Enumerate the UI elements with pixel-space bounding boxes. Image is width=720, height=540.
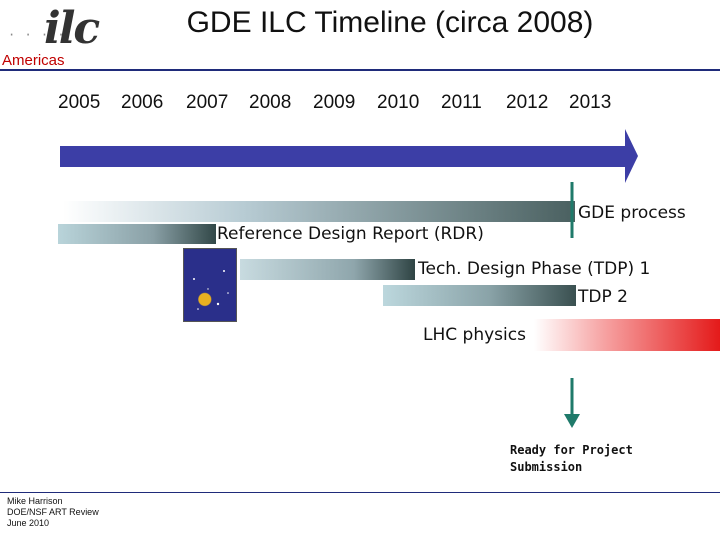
tdp1-label: Tech. Design Phase (TDP) 1 — [418, 259, 651, 279]
footer-divider — [0, 492, 720, 493]
rdr-label: Reference Design Report (RDR) — [217, 224, 484, 244]
lhc-physics-bar — [420, 319, 720, 351]
milestone-label-line2: Submission — [510, 460, 583, 474]
ilc-logo: ilc — [44, 3, 100, 54]
milestone-label-line1: Ready for Project — [510, 443, 633, 457]
year-label: 2008 — [249, 92, 292, 113]
star-field-icon — [193, 270, 229, 310]
footer-author: Mike Harrison — [7, 496, 63, 506]
year-label: 2010 — [377, 92, 420, 113]
footer-credits: Mike Harrison DOE/NSF ART Review June 20… — [7, 496, 99, 529]
year-label: 2006 — [121, 92, 164, 113]
rdr-cover-image — [183, 248, 237, 322]
timeline-arrow — [60, 129, 638, 183]
year-label: 2011 — [441, 92, 482, 113]
footer-date: June 2010 — [7, 518, 50, 528]
lhc-physics-label: LHC physics — [423, 325, 526, 345]
footer-event: DOE/NSF ART Review — [7, 507, 99, 517]
gde-process-label: GDE process — [578, 203, 686, 223]
year-label: 2009 — [313, 92, 356, 113]
tdp1-bar — [240, 259, 415, 280]
logo-dots: · · · · — [8, 28, 66, 42]
year-label: 2013 — [569, 92, 612, 113]
gde-process-bar — [63, 201, 575, 222]
rdr-bar — [58, 224, 216, 244]
header-divider — [0, 69, 720, 71]
milestone-label: Ready for Project Submission — [510, 442, 660, 476]
tdp2-bar — [383, 285, 576, 306]
region-label: Americas — [2, 52, 65, 69]
milestone-arrow — [564, 182, 580, 428]
year-label: 2012 — [506, 92, 549, 113]
year-label: 2007 — [186, 92, 229, 113]
year-label: 2005 — [58, 92, 101, 113]
tdp2-label: TDP 2 — [578, 287, 628, 307]
page-title: GDE ILC Timeline (circa 2008) — [186, 6, 594, 39]
